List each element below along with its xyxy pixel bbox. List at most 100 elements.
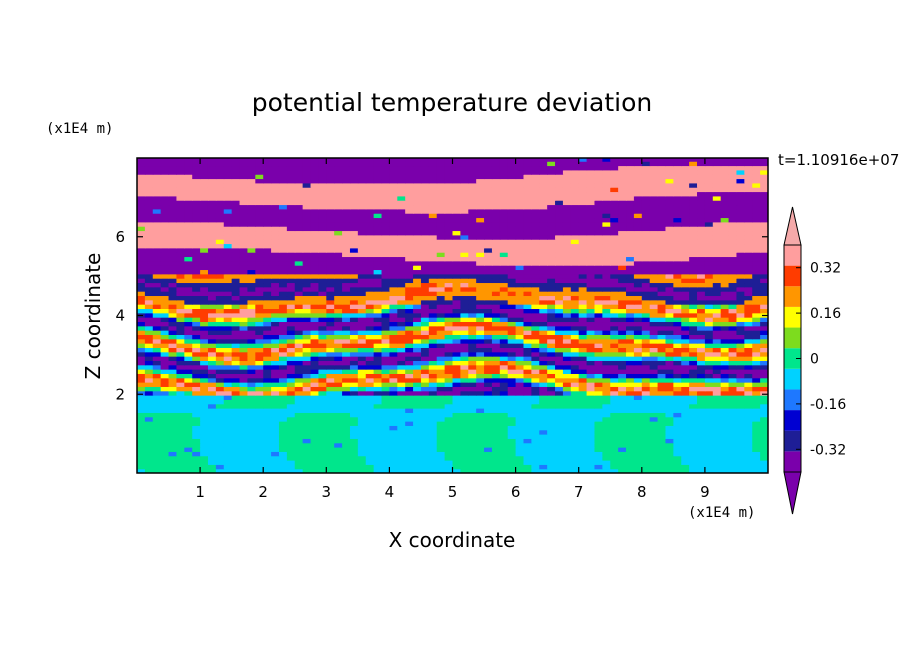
contour-cell: [318, 247, 327, 253]
contour-cell: [160, 408, 170, 413]
contour-cell: [499, 252, 509, 258]
contour-cell: [665, 464, 674, 470]
contour-cell: [428, 330, 438, 335]
contour-cell: [523, 247, 532, 253]
contour-cell: [562, 369, 572, 374]
contour-cell: [681, 356, 690, 361]
contour-cell: [444, 347, 454, 353]
contour-cell: [381, 217, 390, 223]
contour-cell: [531, 425, 540, 431]
contour-cell: [144, 364, 154, 370]
contour-cell: [223, 239, 233, 245]
contour-cell: [223, 291, 233, 297]
contour-cell: [342, 451, 351, 457]
contour-cell: [397, 204, 406, 210]
contour-cell: [326, 247, 335, 253]
contour-cell: [223, 442, 233, 448]
contour-cell: [215, 247, 225, 253]
contour-cell: [476, 286, 485, 292]
contour-cell: [278, 325, 288, 331]
contour-cell: [555, 234, 564, 240]
contour-cell: [507, 304, 517, 310]
contour-cell: [413, 438, 422, 444]
contour-cell: [168, 416, 178, 422]
contour-cell: [657, 226, 667, 232]
contour-cell: [278, 351, 288, 357]
contour-cell: [736, 230, 745, 236]
contour-cell: [562, 217, 572, 223]
contour-cell: [160, 399, 170, 405]
contour-cell: [736, 325, 745, 331]
contour-cell: [523, 213, 532, 219]
contour-cell: [176, 421, 185, 426]
contour-cell: [334, 442, 343, 448]
contour-cell: [720, 204, 730, 210]
contour-cell: [413, 273, 422, 279]
contour-cell: [610, 321, 619, 327]
contour-cell: [673, 247, 682, 253]
contour-cell: [420, 230, 430, 236]
contour-cell: [373, 347, 383, 353]
contour-cell: [594, 312, 603, 318]
contour-cell: [223, 304, 233, 310]
contour-cell: [531, 343, 540, 348]
contour-cell: [168, 308, 178, 314]
contour-cell: [271, 373, 280, 379]
contour-cell: [271, 256, 280, 262]
contour-cell: [515, 230, 525, 236]
contour-cell: [365, 217, 375, 223]
contour-cell: [689, 468, 698, 473]
contour-cell: [665, 308, 674, 314]
contour-cell: [760, 425, 768, 431]
contour-cell: [168, 403, 178, 409]
contour-cell: [618, 460, 627, 465]
contour-cell: [168, 356, 178, 361]
contour-cell: [728, 317, 738, 323]
contour-cell: [271, 208, 280, 214]
contour-cell: [476, 347, 485, 353]
contour-cell: [531, 239, 540, 245]
contour-cell: [184, 325, 193, 331]
contour-cell: [712, 217, 722, 223]
contour-cell: [555, 273, 564, 279]
contour-cell: [657, 408, 667, 413]
contour-cell: [491, 373, 501, 379]
contour-cell: [704, 447, 714, 452]
contour-cell: [681, 299, 690, 305]
contour-cell: [263, 364, 272, 370]
contour-cell: [484, 434, 493, 439]
contour-cell: [318, 343, 327, 348]
contour-cell: [326, 217, 335, 223]
contour-cell: [649, 230, 659, 236]
contour-cell: [420, 386, 430, 392]
contour-cell: [176, 260, 185, 266]
contour-cell: [184, 351, 193, 357]
contour-cell: [286, 421, 296, 426]
contour-cell: [507, 403, 517, 409]
contour-cell: [413, 373, 422, 379]
contour-cell: [752, 390, 761, 396]
contour-cell: [152, 204, 162, 210]
contour-cell: [618, 304, 627, 310]
contour-cell: [547, 425, 556, 431]
contour-cell: [752, 351, 761, 357]
contour-cell: [405, 351, 414, 357]
contour-cell: [247, 325, 256, 331]
contour-cell: [168, 421, 178, 426]
contour-cell: [689, 460, 698, 465]
contour-cell: [278, 243, 288, 249]
contour-cell: [286, 304, 296, 310]
contour-cell: [239, 234, 249, 240]
contour-cell: [152, 464, 162, 470]
contour-cell: [436, 334, 446, 340]
contour-cell: [736, 221, 745, 227]
contour-cell: [760, 269, 768, 275]
contour-cell: [531, 230, 540, 236]
contour-cell: [318, 373, 327, 379]
contour-cell: [271, 273, 280, 279]
contour-cell: [263, 234, 272, 240]
contour-cell: [389, 434, 398, 439]
contour-cell: [452, 239, 461, 245]
contour-cell: [586, 468, 596, 473]
contour-cell: [578, 369, 588, 374]
